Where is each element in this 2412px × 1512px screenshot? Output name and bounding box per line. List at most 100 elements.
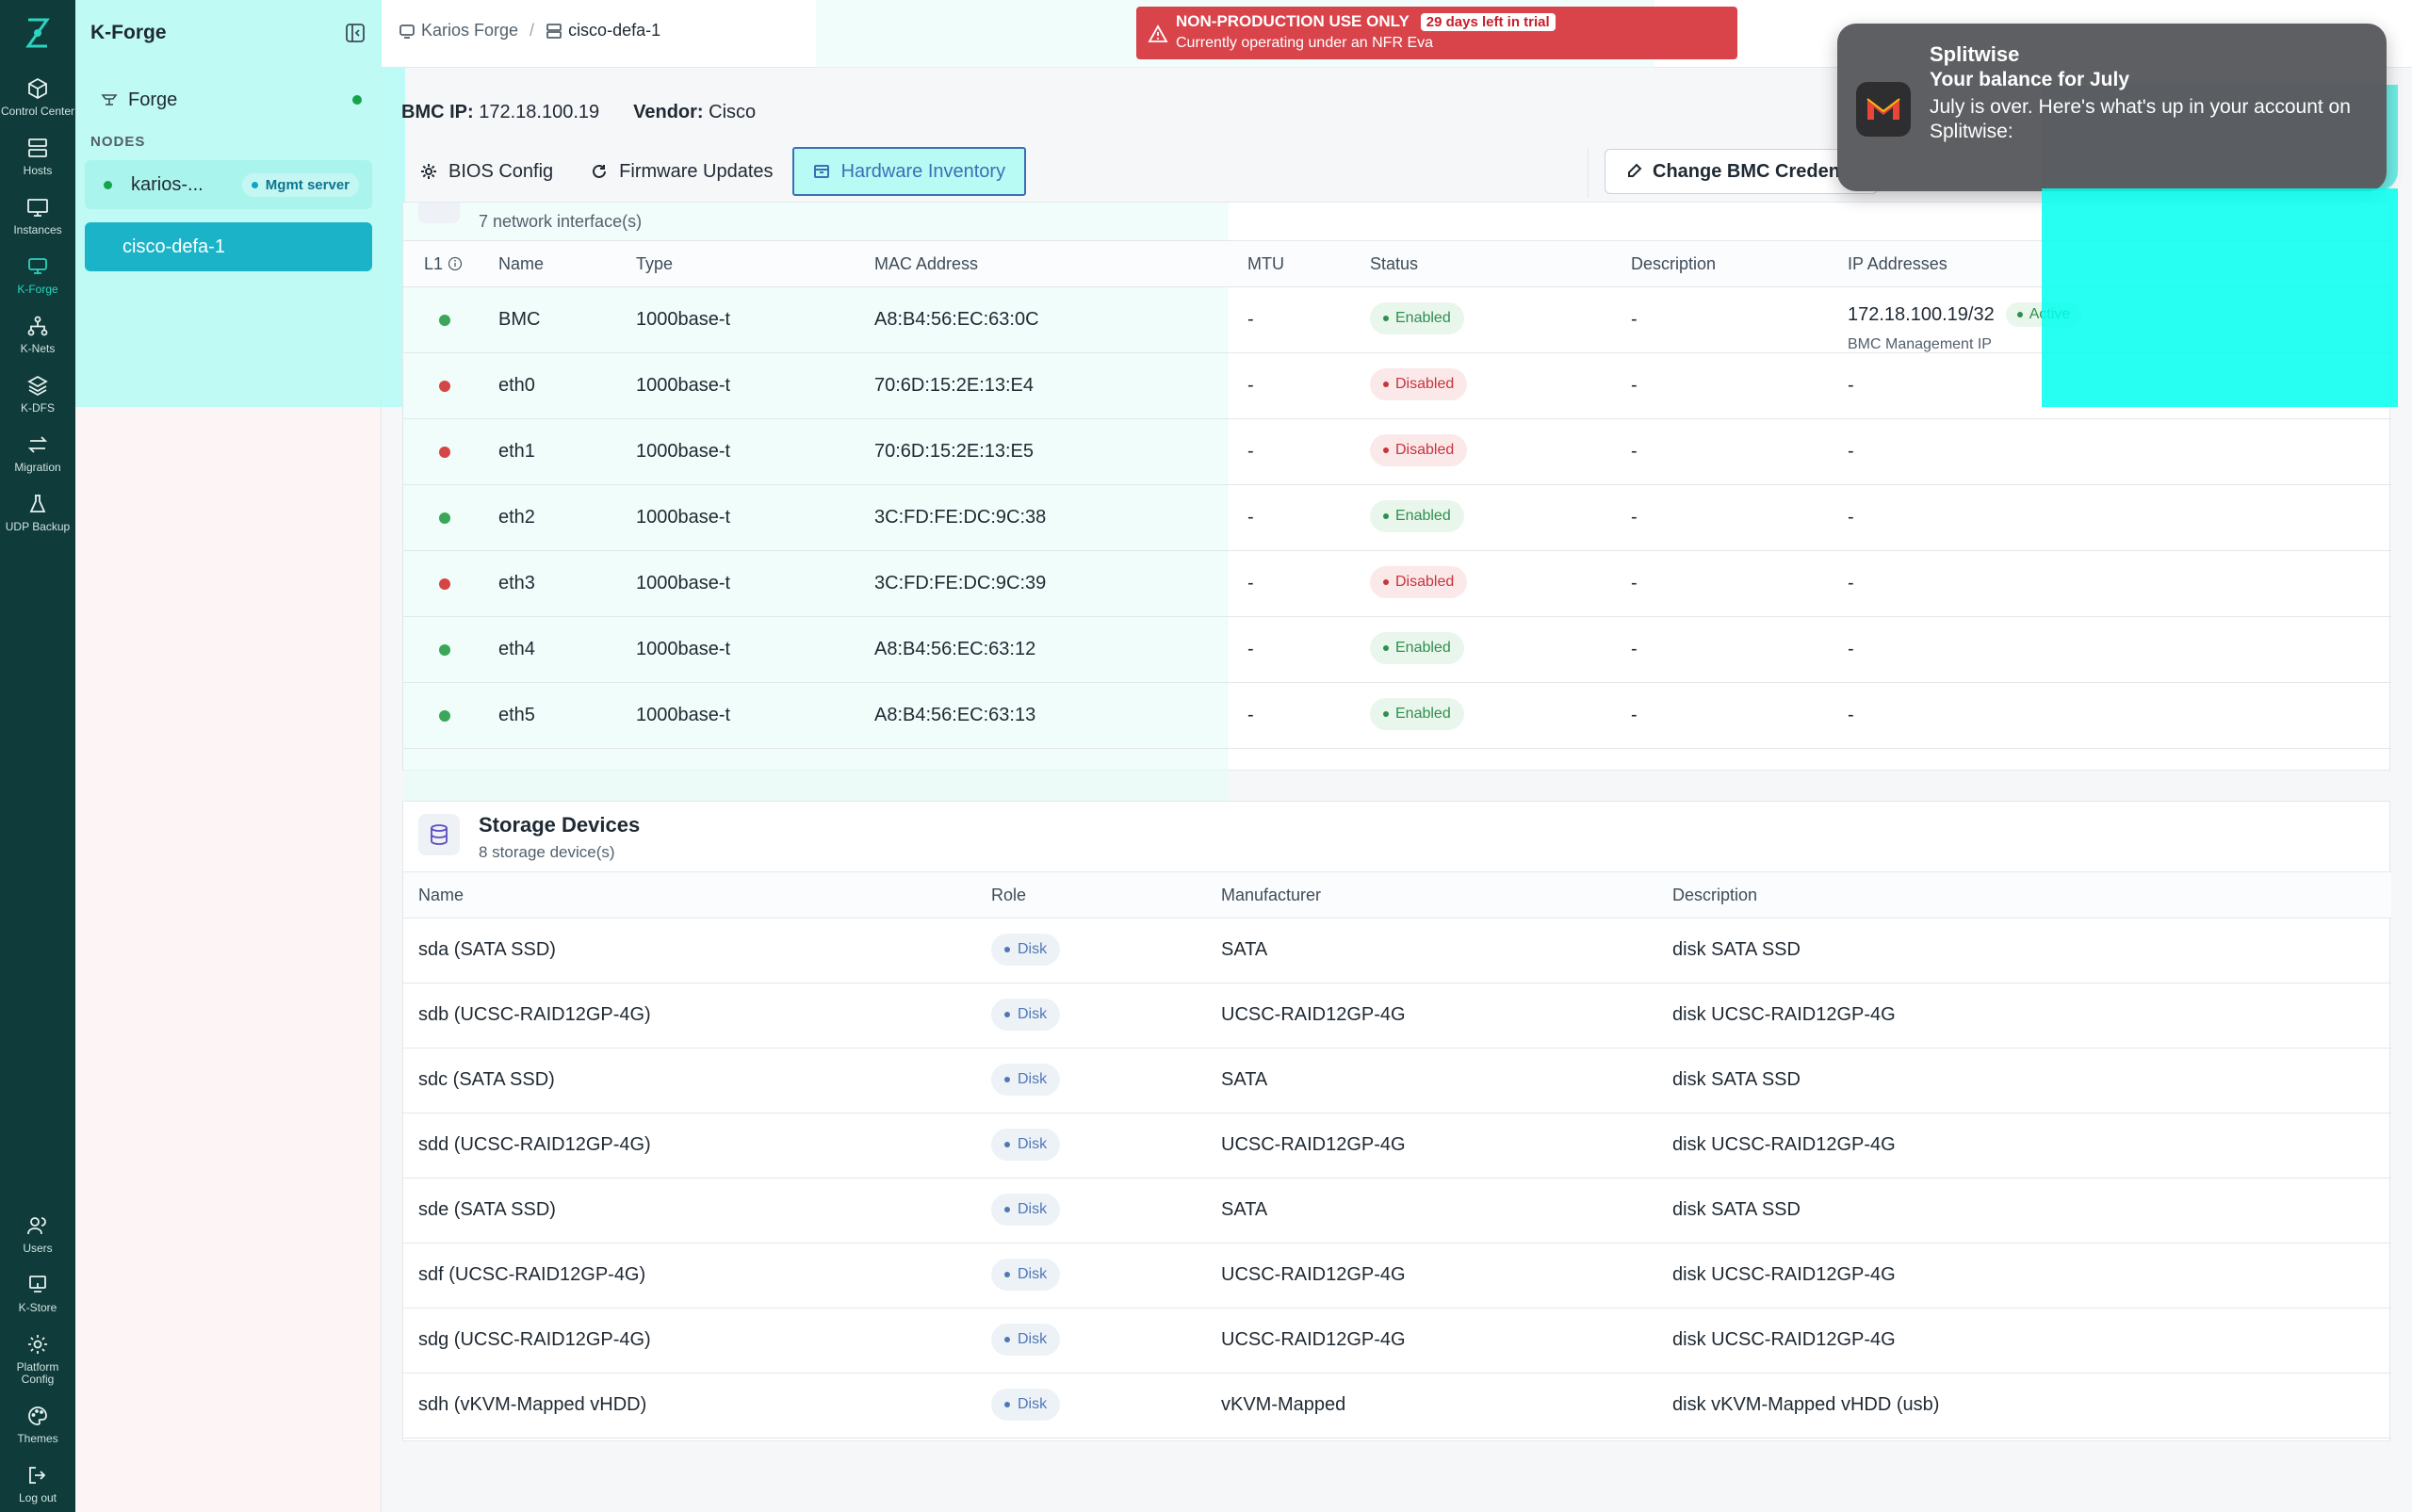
rail-item-label: Users <box>23 1242 53 1255</box>
device-description: disk vKVM-Mapped vHDD (usb) <box>1672 1394 1940 1415</box>
link-status-dot <box>439 315 450 326</box>
network-table-row: eth4 1000base-t A8:B4:56:EC:63:12 - Enabled -… <box>403 617 2391 683</box>
highlight-overlay <box>2042 188 2398 407</box>
col-name: Name <box>498 254 545 273</box>
role-badge: Disk <box>991 1194 1061 1226</box>
tree-node-label: karios-... <box>131 173 204 195</box>
splitwise-notification[interactable]: Splitwise Your balance for July July is … <box>1837 24 2387 191</box>
device-description: disk UCSC-RAID12GP-4G <box>1672 1134 1896 1155</box>
tree-item-forge-label: Forge <box>128 89 178 110</box>
logo-icon <box>25 18 50 48</box>
network-table-row: eth3 1000base-t 3C:FD:FE:DC:9C:39 - Disabled… <box>403 551 2391 617</box>
network-icon <box>418 203 460 223</box>
breadcrumb-root[interactable]: Karios Forge <box>421 21 519 40</box>
storage-table-row: sda (SATA SSD) Disk SATA disk SATA SSD <box>403 919 2391 984</box>
network-highlight-overlay <box>403 203 1229 815</box>
rail-item-label: K-Nets <box>20 342 56 355</box>
rail-item-logout[interactable]: Log out <box>0 1453 75 1512</box>
users-icon <box>27 1217 46 1235</box>
rail-item-users[interactable]: Users <box>0 1203 75 1262</box>
iface-name: eth5 <box>498 705 535 725</box>
role-badge: Disk <box>991 1259 1061 1291</box>
rail-item-hosts[interactable]: Hosts <box>0 125 75 185</box>
rail-item-k-store[interactable]: K-Store <box>0 1262 75 1322</box>
iface-ip: - <box>1848 639 1854 659</box>
storage-table-row: sdb (UCSC-RAID12GP-4G) Disk UCSC-RAID12GP-… <box>403 984 2391 1049</box>
role-badge: Disk <box>991 1064 1061 1096</box>
iface-name: eth2 <box>498 507 535 528</box>
tree-item-forge[interactable]: Forge <box>100 85 373 115</box>
col-ip: IP Addresses <box>1848 254 1948 273</box>
rail-item-label: Platform Config <box>16 1360 59 1386</box>
link-status-dot <box>439 710 450 722</box>
rail-item-udp-backup[interactable]: UDP Backup <box>0 481 75 541</box>
vendor: Vendor: Cisco <box>633 102 757 122</box>
iface-type: 1000base-t <box>636 507 731 528</box>
rail-item-label: Instances <box>13 223 62 236</box>
status-badge: Enabled <box>1370 302 1464 334</box>
rail-item-k-nets[interactable]: K-Nets <box>0 303 75 363</box>
rail-item-control-center[interactable]: Control Center <box>0 66 75 125</box>
storage-subtitle: 8 storage device(s) <box>479 843 615 861</box>
iface-mac: A8:B4:56:EC:63:12 <box>874 639 1036 659</box>
device-manufacturer: UCSC-RAID12GP-4G <box>1221 1329 1406 1350</box>
rail-item-k-dfs[interactable]: K-DFS <box>0 363 75 422</box>
storage-table-row: sdd (UCSC-RAID12GP-4G) Disk UCSC-RAID12GP-… <box>403 1114 2391 1179</box>
device-description: disk UCSC-RAID12GP-4G <box>1672 1264 1896 1285</box>
iface-mtu: - <box>1247 705 1254 725</box>
collapse-panel-icon[interactable] <box>345 23 366 43</box>
rail-item-label: Log out <box>18 1491 57 1504</box>
device-name: sdd (UCSC-RAID12GP-4G) <box>418 1134 651 1155</box>
rail-item-k-forge[interactable]: K-Forge <box>0 244 75 303</box>
device-manufacturer: UCSC-RAID12GP-4G <box>1221 1134 1406 1155</box>
box-icon <box>813 165 829 178</box>
trial-banner[interactable]: NON-PRODUCTION USE ONLY 29 days left in t… <box>1136 7 1737 59</box>
iface-description: - <box>1631 705 1638 725</box>
bmc-ip: BMC IP: 172.18.100.19 <box>401 102 600 122</box>
status-badge: Enabled <box>1370 632 1464 664</box>
col-role: Role <box>991 886 1027 904</box>
device-name: sdf (UCSC-RAID12GP-4G) <box>418 1264 646 1285</box>
rail-item-label: K-Forge <box>17 283 58 296</box>
rail-item-label: UDP Backup <box>5 520 71 533</box>
tree-node-label: cisco-defa-1 <box>122 236 225 257</box>
tree-node-karios[interactable]: karios-... Mgmt server <box>85 160 372 209</box>
info-icon[interactable] <box>448 256 463 271</box>
server-crumb-icon <box>546 23 562 39</box>
network-icon <box>27 316 48 336</box>
link-status-dot <box>439 512 450 524</box>
rail-item-label: Migration <box>14 461 61 474</box>
tab-hardware-inventory[interactable]: Hardware Inventory <box>791 147 1027 196</box>
network-interfaces-card: 7 network interface(s) L1 Name Type MAC … <box>402 202 2391 815</box>
rail-item-label: K-Store <box>18 1301 57 1314</box>
iface-ip: - <box>1848 573 1854 593</box>
tabs-divider <box>1588 149 1589 198</box>
tab-firmware-updates[interactable]: Firmware Updates <box>572 147 791 196</box>
iface-description: - <box>1631 309 1638 330</box>
tab-bios-config[interactable]: BIOS Config <box>401 147 572 196</box>
app-logo[interactable] <box>0 0 75 66</box>
flask-icon <box>29 495 46 512</box>
change-bmc-credentials-button[interactable]: Change BMC Creden <box>1605 149 1878 194</box>
tree-node-cisco-defa-1[interactable]: cisco-defa-1 <box>85 222 372 271</box>
iface-mac: 3C:FD:FE:DC:9C:38 <box>874 507 1047 528</box>
storage-table-header: Name Role Manufacturer Description <box>403 871 2391 919</box>
device-name: sdg (UCSC-RAID12GP-4G) <box>418 1329 651 1350</box>
rail-item-label: K-DFS <box>21 401 55 415</box>
role-badge: Disk <box>991 999 1061 1031</box>
warning-icon <box>1148 24 1168 42</box>
iface-type: 1000base-t <box>636 573 731 593</box>
rail-item-migration[interactable]: Migration <box>0 422 75 481</box>
rail-item-instances[interactable]: Instances <box>0 185 75 244</box>
iface-ip: - <box>1848 705 1854 725</box>
device-manufacturer: UCSC-RAID12GP-4G <box>1221 1004 1406 1025</box>
device-manufacturer: UCSC-RAID12GP-4G <box>1221 1264 1406 1285</box>
iface-type: 1000base-t <box>636 705 731 725</box>
iface-mtu: - <box>1247 309 1254 330</box>
role-badge: Disk <box>991 1389 1061 1421</box>
rail-item-themes[interactable]: Themes <box>0 1393 75 1453</box>
palette-icon <box>28 1406 47 1425</box>
storage-table-row: sdf (UCSC-RAID12GP-4G) Disk UCSC-RAID12GP-… <box>403 1244 2391 1309</box>
device-manufacturer: SATA <box>1221 1069 1268 1090</box>
rail-item-platform-config[interactable]: Platform Config <box>0 1322 75 1393</box>
